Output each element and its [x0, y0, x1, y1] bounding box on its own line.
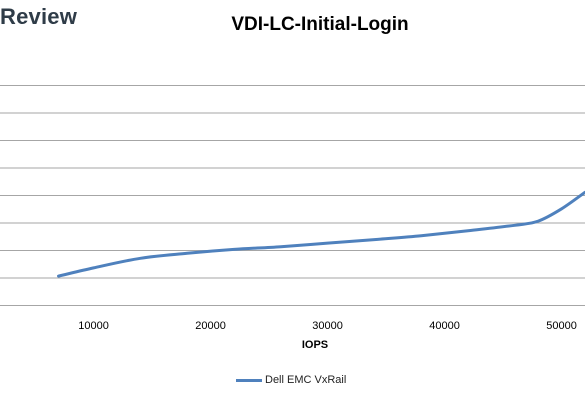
legend-swatch: [236, 378, 262, 382]
brand-logo-text: Review: [0, 4, 78, 29]
chart-legend: Dell EMC VxRail: [236, 373, 346, 387]
x-tick-label: 40000: [429, 320, 460, 332]
legend-label: Dell EMC VxRail: [265, 374, 347, 386]
x-tick-label: 20000: [195, 320, 226, 332]
x-tick-label: 10000: [78, 320, 109, 332]
x-tick-label: 50000: [546, 320, 577, 332]
x-axis-label: IOPS: [302, 339, 328, 351]
series-line: [57, 190, 585, 278]
x-tick-label: 30000: [312, 320, 343, 332]
chart-title: VDI-LC-Initial-Login: [231, 14, 409, 35]
